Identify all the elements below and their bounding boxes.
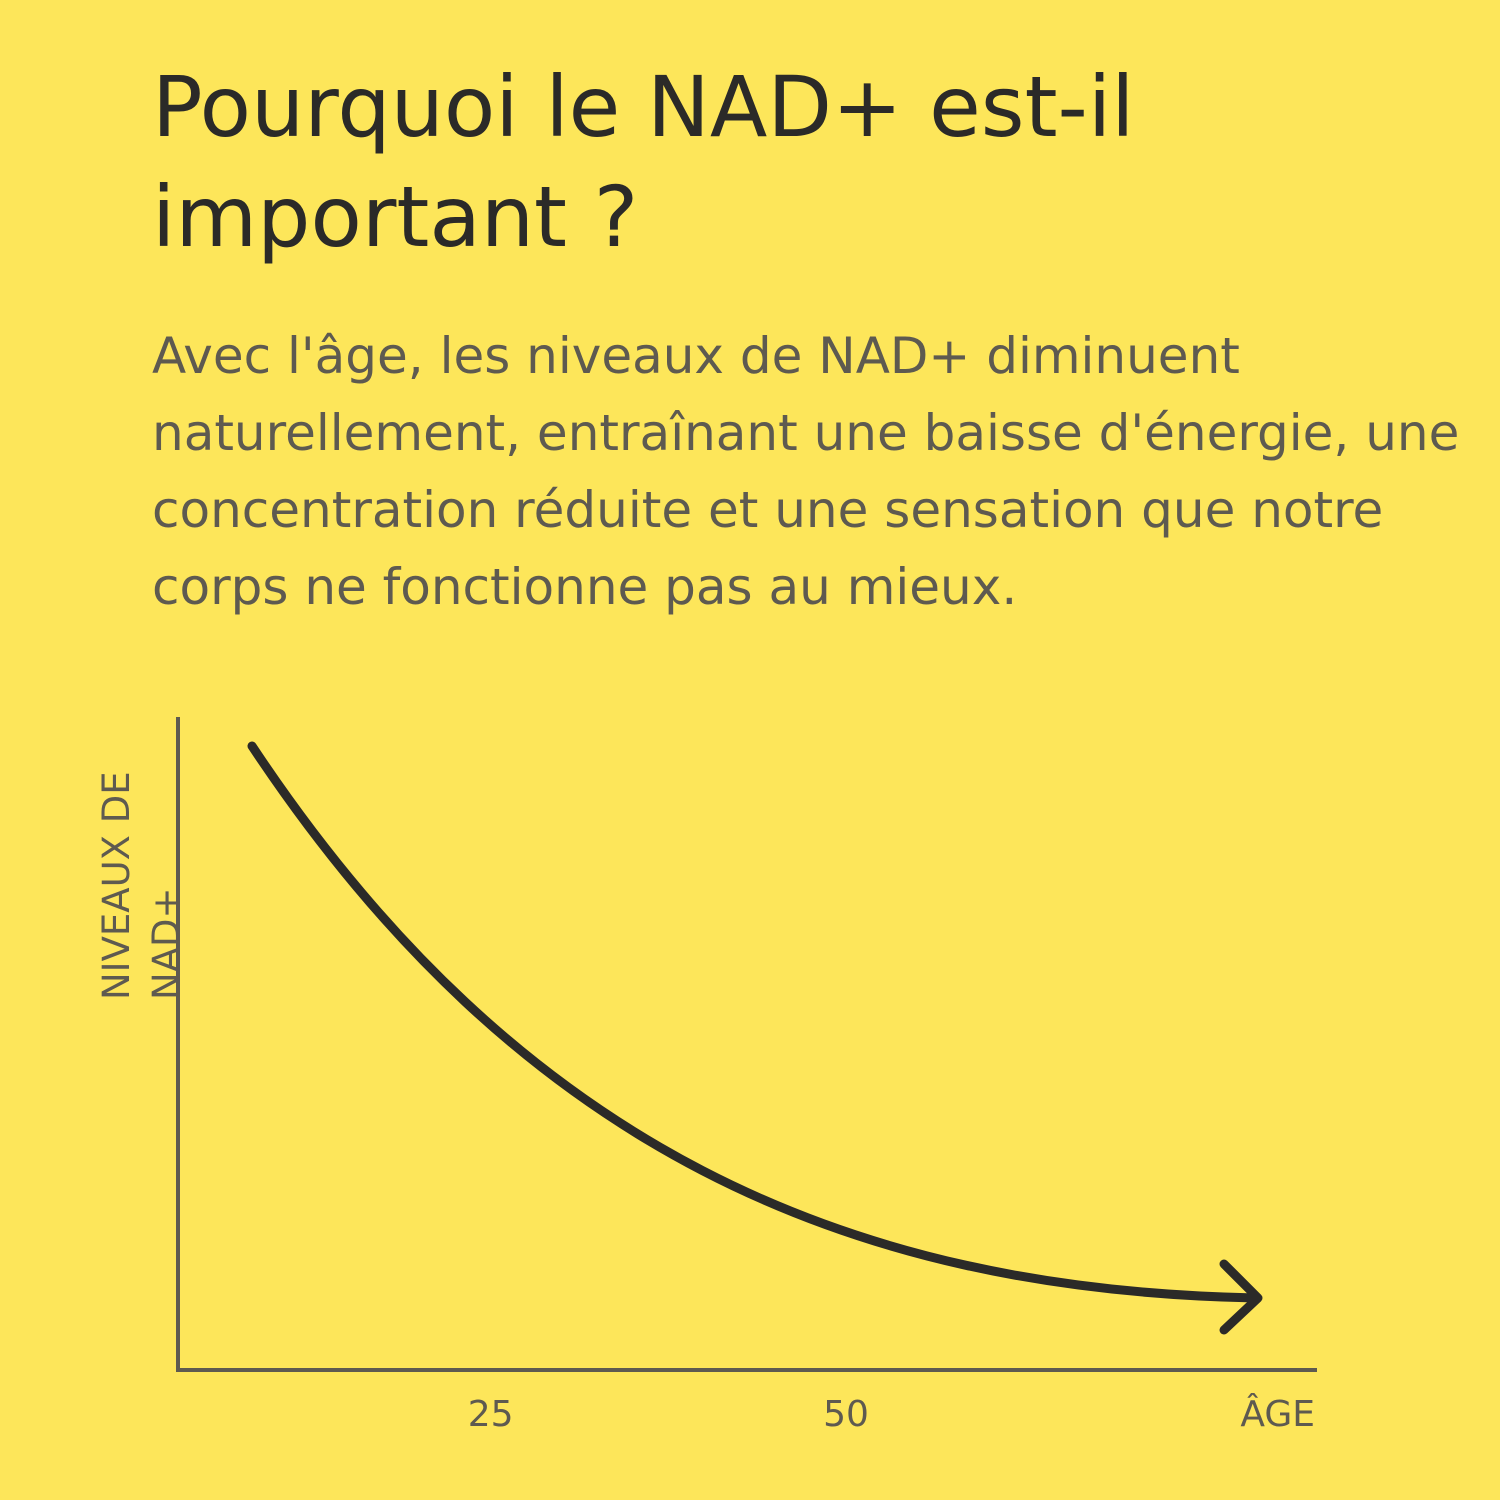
decline-curve [247, 741, 1261, 1303]
x-axis-label: ÂGE [1240, 1393, 1315, 1435]
x-tick-label: 50 [823, 1394, 869, 1435]
subtitle: Avec l'âge, les niveaux de NAD+ diminuen… [152, 327, 1460, 616]
title: Pourquoi le NAD+ est-il important ? [152, 58, 1135, 266]
arrow-head [1219, 1259, 1263, 1335]
x-tick-label: 25 [468, 1394, 514, 1435]
